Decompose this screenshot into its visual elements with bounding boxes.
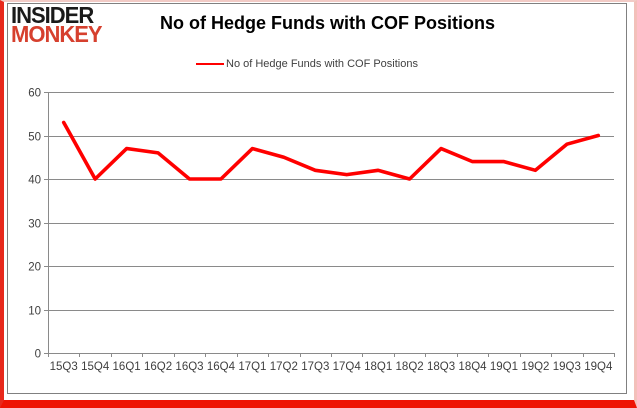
y-tick-label: 0 bbox=[35, 349, 41, 361]
x-tick-label: 16Q4 bbox=[207, 361, 236, 373]
y-tick-label: 20 bbox=[28, 262, 41, 274]
x-tick-label: 18Q2 bbox=[396, 361, 424, 373]
x-tick-label: 18Q3 bbox=[427, 361, 455, 373]
x-tick-label: 19Q3 bbox=[553, 361, 581, 373]
x-tick-label: 17Q2 bbox=[270, 361, 298, 373]
legend: No of Hedge Funds with COF Positions bbox=[196, 58, 418, 70]
x-tick-label: 19Q2 bbox=[521, 361, 549, 373]
y-tick-label: 50 bbox=[28, 132, 41, 144]
y-tick-label: 30 bbox=[28, 219, 41, 231]
x-tick-label: 15Q4 bbox=[81, 361, 110, 373]
y-tick-label: 40 bbox=[28, 175, 41, 187]
x-tick-label: 16Q3 bbox=[175, 361, 203, 373]
x-tick-label: 18Q4 bbox=[458, 361, 487, 373]
y-tick-label: 60 bbox=[28, 88, 41, 100]
insider-monkey-logo: INSIDER MONKEY bbox=[11, 1, 129, 48]
x-tick-label: 17Q4 bbox=[333, 361, 362, 373]
y-tick-label: 10 bbox=[28, 306, 41, 318]
x-tick-label: 17Q3 bbox=[301, 361, 329, 373]
x-tick-label: 19Q4 bbox=[584, 361, 613, 373]
chart-panel: INSIDER MONKEY No of Hedge Funds with CO… bbox=[7, 3, 627, 394]
logo-text-monkey: MONKEY bbox=[11, 20, 103, 48]
legend-label: No of Hedge Funds with COF Positions bbox=[226, 58, 418, 70]
logo-text-insider: INSIDER bbox=[11, 1, 94, 29]
x-tick-label: 16Q2 bbox=[144, 361, 172, 373]
chart-title: No of Hedge Funds with COF Positions bbox=[160, 13, 495, 33]
x-tick-label: 17Q1 bbox=[238, 361, 266, 373]
series-line bbox=[61, 120, 601, 181]
legend-line-swatch bbox=[196, 62, 224, 66]
x-tick-label: 15Q3 bbox=[50, 361, 78, 373]
x-tick-label: 16Q1 bbox=[113, 361, 141, 373]
x-tick-label: 19Q1 bbox=[490, 361, 518, 373]
x-tick-label: 18Q1 bbox=[364, 361, 392, 373]
